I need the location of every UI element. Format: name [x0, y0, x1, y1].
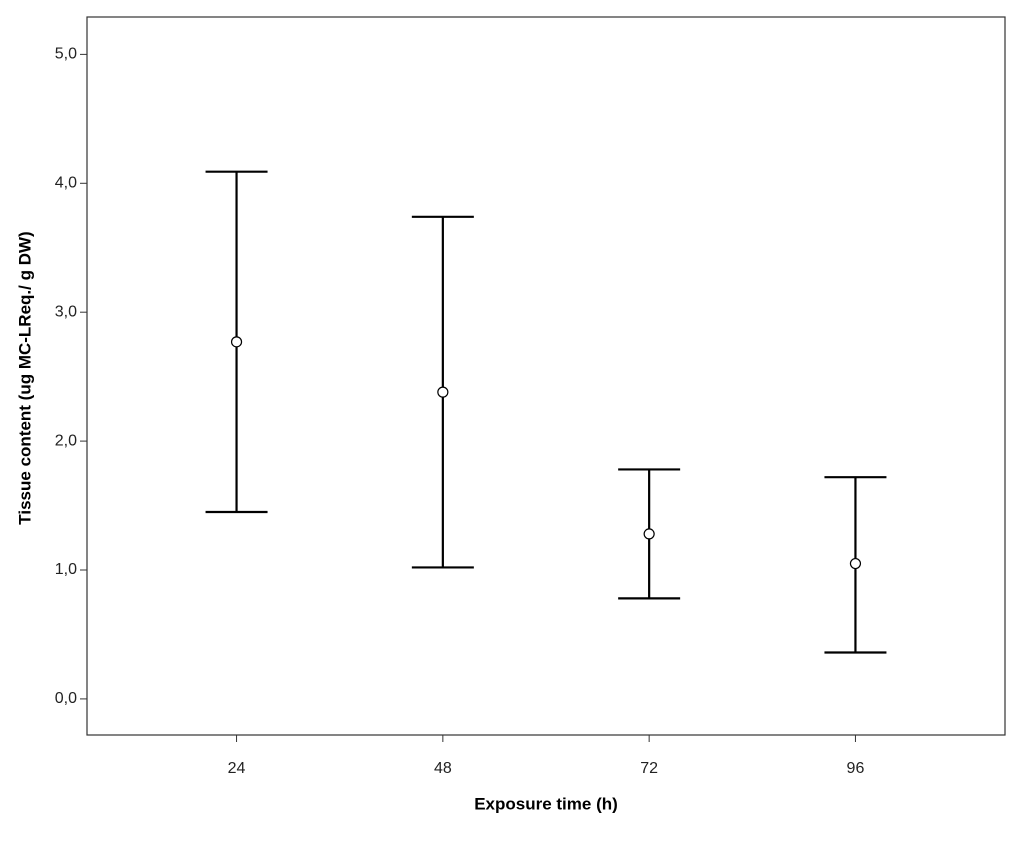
y-axis-title: Tissue content (ug MC-LReq./ g DW) — [15, 231, 34, 524]
y-tick-label: 4,0 — [55, 175, 77, 192]
y-tick-label: 2,0 — [55, 432, 77, 449]
x-tick-label: 72 — [640, 760, 658, 777]
mean-point — [849, 557, 862, 570]
x-tick-label: 48 — [434, 760, 452, 777]
y-tick-label: 1,0 — [55, 561, 77, 578]
x-tick-label: 96 — [847, 760, 865, 777]
mean-point — [437, 386, 449, 398]
mean-point — [643, 528, 655, 540]
y-tick-label: 0,0 — [55, 690, 77, 707]
y-tick-label: 3,0 — [55, 303, 77, 320]
mean-point — [230, 336, 243, 348]
plot-frame — [86, 16, 1006, 736]
y-tick-label: 5,0 — [55, 46, 77, 63]
x-tick-label: 24 — [228, 760, 246, 777]
x-axis-title: Exposure time (h) — [474, 794, 618, 813]
